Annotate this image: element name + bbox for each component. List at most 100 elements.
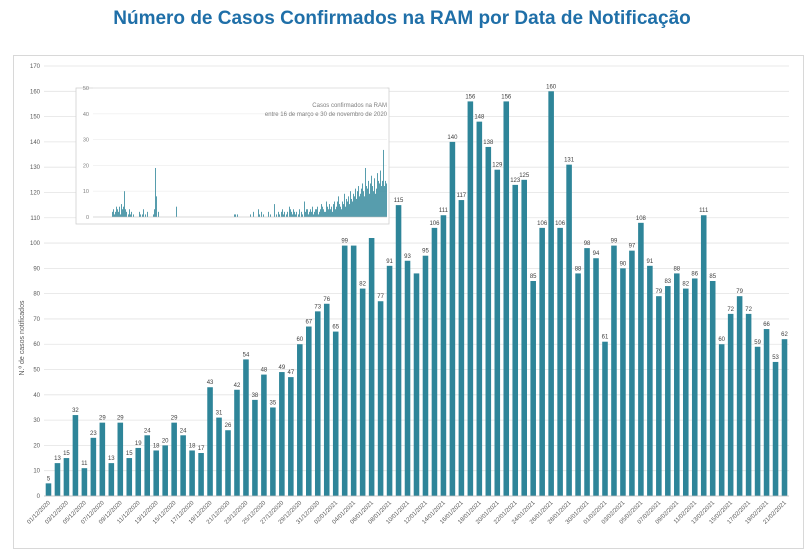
bar	[314, 311, 321, 496]
inset-bar	[349, 204, 350, 217]
inset-bar	[327, 206, 328, 217]
inset-bar	[123, 206, 124, 217]
inset-bar	[373, 191, 374, 217]
bar-data-label: 140	[447, 135, 458, 141]
inset-bar	[282, 209, 283, 217]
inset-bar	[125, 209, 126, 217]
bar-data-label: 73	[314, 304, 321, 310]
bar-data-label: 17	[198, 446, 205, 452]
inset-bar	[342, 201, 343, 217]
inset-bar	[115, 211, 116, 217]
bar-data-label: 13	[108, 456, 115, 462]
inset-bar	[326, 201, 327, 217]
bar	[691, 278, 698, 496]
inset-bar	[116, 206, 117, 217]
bar	[736, 296, 743, 496]
bar-data-label: 42	[234, 383, 241, 389]
bar-data-label: 72	[745, 307, 752, 313]
y-tick-label: 30	[33, 418, 40, 424]
inset-bar	[113, 209, 114, 217]
inset-bar	[268, 211, 269, 217]
bar-data-label: 11	[81, 461, 88, 467]
bar	[656, 296, 662, 496]
bar	[476, 121, 483, 496]
inset-bar	[352, 201, 353, 217]
inset-y-tick-label: 40	[83, 112, 89, 118]
inset-bar	[296, 211, 297, 217]
inset-bar	[370, 183, 371, 217]
bar-data-label: 88	[575, 266, 582, 272]
inset-bar	[310, 209, 311, 217]
bar-data-label: 79	[736, 289, 743, 295]
bar-data-label: 32	[72, 408, 79, 414]
inset-bar	[258, 209, 259, 217]
inset-bar	[308, 214, 309, 217]
inset-bar	[147, 211, 148, 217]
inset-bar	[263, 214, 264, 217]
bar	[198, 453, 204, 496]
inset-bar	[375, 193, 376, 217]
bar	[54, 463, 61, 496]
bar	[548, 91, 554, 496]
bar	[530, 281, 536, 496]
bar-data-label: 49	[279, 365, 286, 371]
bar-data-label: 65	[332, 325, 339, 331]
bar	[297, 344, 303, 496]
inset-bar	[350, 191, 351, 217]
bar	[225, 430, 231, 496]
y-tick-label: 120	[30, 190, 41, 196]
bar	[494, 169, 501, 496]
bar-data-label: 156	[501, 94, 512, 100]
bar-data-label: 125	[519, 173, 530, 179]
bar	[629, 250, 635, 496]
bar-data-label: 20	[162, 438, 169, 444]
bar	[404, 260, 411, 496]
inset-bar	[329, 204, 330, 217]
bar	[665, 286, 671, 496]
bar-data-label: 38	[252, 393, 259, 399]
inset-bar	[237, 214, 238, 217]
bar	[674, 273, 680, 496]
inset-bar	[281, 211, 282, 217]
inset-bar	[378, 180, 379, 217]
inset-bar	[361, 188, 362, 217]
inset-bar	[287, 211, 288, 217]
bar-data-label: 99	[611, 239, 618, 245]
y-tick-label: 10	[33, 469, 40, 475]
inset-bar	[318, 214, 319, 217]
bar	[279, 372, 285, 496]
bar-data-label: 47	[287, 370, 294, 376]
bar-data-label: 85	[709, 274, 716, 280]
bar-data-label: 48	[261, 368, 268, 374]
inset-bar	[385, 180, 386, 217]
inset-bar	[336, 206, 337, 217]
bar-data-label: 60	[296, 337, 303, 343]
bar-data-label: 93	[404, 254, 411, 260]
bar	[323, 303, 330, 496]
inset-bar	[339, 204, 340, 217]
inset-bar	[325, 211, 326, 217]
bar-data-label: 29	[171, 416, 178, 422]
bar-data-label: 83	[664, 279, 671, 285]
inset-bar	[353, 193, 354, 217]
bar	[45, 483, 52, 496]
inset-bar	[335, 209, 336, 217]
inset-bar	[274, 204, 275, 217]
x-axis: 01/12/202003/12/202005/12/202007/12/2020…	[26, 495, 789, 526]
y-tick-label: 60	[33, 342, 40, 348]
inset-bar	[363, 191, 364, 217]
bar	[485, 146, 492, 497]
bar	[584, 248, 590, 496]
inset-bar	[321, 204, 322, 217]
inset-bar	[139, 211, 140, 217]
bar-data-label: 106	[537, 221, 548, 227]
inset-bar	[332, 211, 333, 217]
inset-bar	[348, 196, 349, 217]
inset-bar	[121, 204, 122, 217]
bar	[153, 450, 159, 496]
bar-data-label: 129	[492, 163, 503, 169]
bar-data-label: 86	[691, 271, 698, 277]
inset-bar	[112, 211, 113, 217]
bar-data-label: 91	[386, 259, 393, 265]
inset-bar	[306, 209, 307, 217]
